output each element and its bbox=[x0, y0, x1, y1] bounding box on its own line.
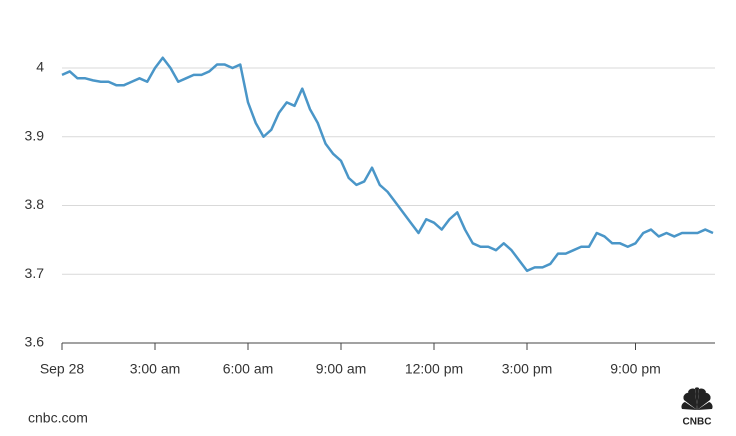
x-tick-label: 3:00 am bbox=[130, 361, 181, 377]
y-tick-label: 3.9 bbox=[25, 127, 45, 143]
x-tick-label: 6:00 am bbox=[223, 361, 274, 377]
x-tick-label: Sep 28 bbox=[40, 361, 85, 377]
y-tick-label: 3.8 bbox=[25, 196, 45, 212]
y-tick-label: 4 bbox=[36, 59, 44, 75]
logo-text: CNBC bbox=[683, 417, 712, 428]
x-tick-label: 3:00 pm bbox=[502, 361, 553, 377]
x-tick-label: 12:00 pm bbox=[405, 361, 463, 377]
x-tick-label: 9:00 pm bbox=[610, 361, 661, 377]
source: cnbc.com bbox=[28, 410, 88, 426]
y-tick-label: 3.7 bbox=[25, 265, 45, 281]
price-line bbox=[61, 56, 714, 273]
logo: CNBC bbox=[681, 387, 713, 428]
y-tick-label: 3.6 bbox=[25, 334, 45, 350]
x-tick-label: 9:00 am bbox=[316, 361, 367, 377]
